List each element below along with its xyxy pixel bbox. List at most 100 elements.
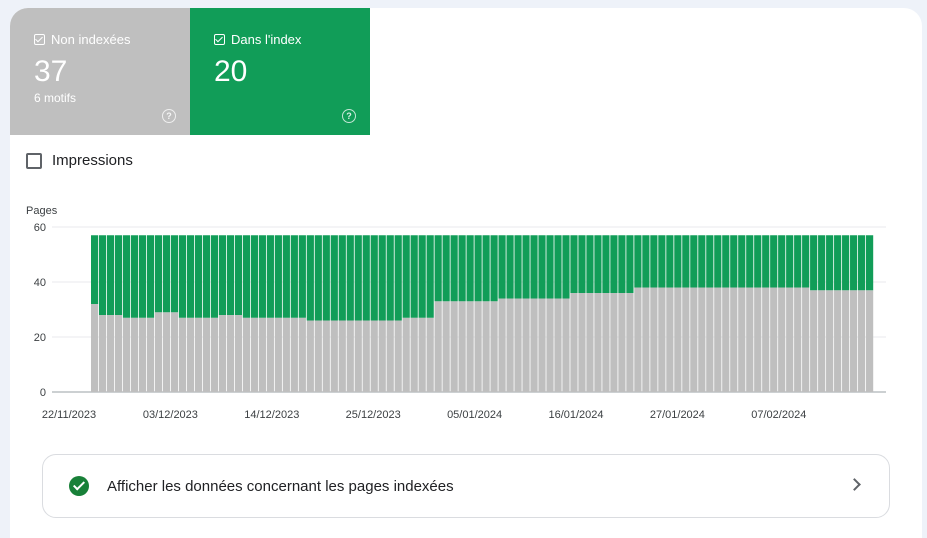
non-indexed-tile[interactable]: Non indexées 37 6 motifs ? <box>10 8 190 135</box>
bar-non-indexed <box>434 301 442 392</box>
bar-indexed <box>298 235 306 318</box>
bar-indexed <box>746 235 754 288</box>
bar-indexed <box>266 235 274 318</box>
bar-indexed <box>642 235 650 288</box>
bar-indexed <box>290 235 298 318</box>
bar-non-indexed <box>426 317 434 392</box>
bar-non-indexed <box>762 287 770 392</box>
bar-indexed <box>362 235 370 321</box>
bar-non-indexed <box>410 317 418 392</box>
help-icon[interactable]: ? <box>162 109 176 123</box>
bar-non-indexed <box>218 315 227 392</box>
bar-non-indexed <box>570 293 578 392</box>
bar-indexed <box>506 235 514 299</box>
bar-indexed <box>114 235 123 315</box>
bar-non-indexed <box>322 320 330 392</box>
bar-non-indexed <box>850 290 858 392</box>
bar-non-indexed <box>770 287 778 392</box>
help-icon[interactable]: ? <box>342 109 356 123</box>
x-tick-label: 05/01/2024 <box>447 409 502 421</box>
bar-indexed <box>802 235 810 288</box>
bar-non-indexed <box>482 301 490 392</box>
bar-indexed <box>434 235 442 302</box>
bar-non-indexed <box>162 312 171 392</box>
bar-non-indexed <box>546 298 554 392</box>
bar-non-indexed <box>866 290 874 392</box>
bar-indexed <box>562 235 570 299</box>
bar-indexed <box>466 235 474 302</box>
bar-non-indexed <box>178 317 187 392</box>
bar-non-indexed <box>250 317 258 392</box>
bar-non-indexed <box>114 315 123 392</box>
bar-non-indexed <box>122 317 131 392</box>
bar-non-indexed <box>490 301 498 392</box>
checkbox-checked-icon[interactable] <box>34 34 45 45</box>
x-tick-label: 07/02/2024 <box>751 409 806 421</box>
bar-non-indexed <box>138 317 147 392</box>
bar-indexed <box>138 235 147 318</box>
indexed-tile[interactable]: Dans l'index 20 ? <box>190 8 370 135</box>
bar-indexed <box>306 235 314 321</box>
bar-non-indexed <box>834 290 842 392</box>
bar-indexed <box>698 235 706 288</box>
bar-indexed <box>578 235 586 293</box>
bar-non-indexed <box>826 290 834 392</box>
checkbox-checked-icon[interactable] <box>214 34 225 45</box>
bar-non-indexed <box>146 317 155 392</box>
bar-non-indexed <box>298 317 306 392</box>
bar-non-indexed <box>554 298 562 392</box>
bar-non-indexed <box>602 293 610 392</box>
bar-non-indexed <box>418 317 426 392</box>
bar-indexed <box>194 235 203 318</box>
bar-non-indexed <box>778 287 786 392</box>
bar-indexed <box>346 235 354 321</box>
bar-non-indexed <box>226 315 235 392</box>
bar-indexed <box>490 235 498 302</box>
bar-indexed <box>106 235 115 315</box>
bar-non-indexed <box>442 301 450 392</box>
bar-indexed <box>274 235 282 318</box>
bar-non-indexed <box>194 317 203 392</box>
non-indexed-label: Non indexées <box>51 32 131 47</box>
bar-non-indexed <box>698 287 706 392</box>
bar-indexed <box>810 235 818 291</box>
bar-indexed <box>754 235 762 288</box>
y-tick-label: 0 <box>40 387 46 399</box>
bar-indexed <box>330 235 338 321</box>
bar-indexed <box>858 235 866 291</box>
bar-indexed <box>282 235 290 318</box>
chevron-right-icon <box>848 478 861 491</box>
checkbox-unchecked-icon[interactable] <box>26 152 42 169</box>
indexed-header: Dans l'index <box>214 32 370 47</box>
bar-indexed <box>762 235 770 288</box>
bar-non-indexed <box>682 287 690 392</box>
bar-indexed <box>850 235 858 291</box>
bar-indexed <box>410 235 418 318</box>
bar-indexed <box>250 235 258 318</box>
bar-indexed <box>554 235 562 299</box>
bar-indexed <box>586 235 594 293</box>
bar-non-indexed <box>562 298 570 392</box>
bar-non-indexed <box>306 320 314 392</box>
bar-non-indexed <box>810 290 818 392</box>
bar-indexed <box>202 235 211 318</box>
view-indexed-pages-link[interactable]: Afficher les données concernant les page… <box>42 454 890 518</box>
impressions-toggle[interactable]: Impressions <box>26 152 133 169</box>
bar-non-indexed <box>802 287 810 392</box>
non-indexed-reasons: 6 motifs <box>34 91 77 105</box>
bar-non-indexed <box>98 315 107 392</box>
bar-indexed <box>394 235 402 321</box>
x-tick-label: 14/12/2023 <box>244 409 299 421</box>
bar-indexed <box>842 235 850 291</box>
bar-non-indexed <box>234 315 243 392</box>
bar-non-indexed <box>626 293 634 392</box>
bar-non-indexed <box>538 298 546 392</box>
x-tick-label: 25/12/2023 <box>346 409 401 421</box>
bar-non-indexed <box>474 301 482 392</box>
bar-indexed <box>706 235 714 288</box>
bar-indexed <box>570 235 578 293</box>
bar-indexed <box>450 235 458 302</box>
y-axis-label: Pages <box>26 205 58 217</box>
x-tick-label: 03/12/2023 <box>143 409 198 421</box>
bar-non-indexed <box>714 287 722 392</box>
